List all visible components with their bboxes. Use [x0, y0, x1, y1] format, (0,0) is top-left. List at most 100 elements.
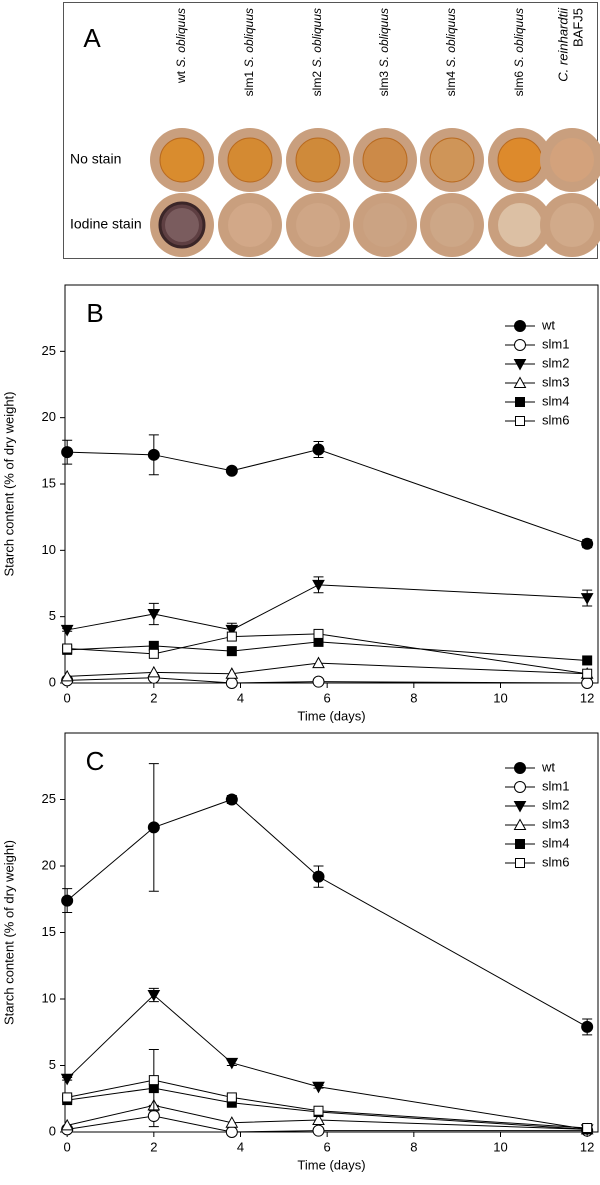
marker	[514, 320, 526, 332]
marker	[62, 1092, 73, 1103]
marker	[514, 762, 526, 774]
marker	[515, 397, 525, 407]
marker	[514, 781, 526, 793]
x-tick-label: 8	[410, 690, 417, 705]
y-tick-label: 20	[42, 857, 56, 872]
marker	[312, 656, 325, 669]
column-label: wt S. obliquus	[173, 8, 188, 84]
legend-label: slm1	[542, 336, 569, 351]
marker	[513, 801, 527, 813]
strain: slm2	[310, 71, 324, 97]
x-axis-label: Time (days)	[297, 1157, 365, 1172]
column-label: slm3 S. obliquus	[376, 8, 391, 96]
series-line	[67, 641, 588, 661]
panel-label: B	[86, 298, 103, 328]
y-tick-label: 25	[42, 791, 56, 806]
x-tick-label: 0	[64, 690, 71, 705]
x-tick-label: 10	[493, 690, 507, 705]
y-tick-label: 10	[42, 990, 56, 1005]
colony	[296, 203, 340, 247]
marker	[60, 1073, 74, 1086]
marker	[515, 839, 525, 849]
marker	[581, 537, 594, 550]
species: S. obliquus	[310, 8, 324, 67]
marker	[515, 416, 525, 426]
x-tick-label: 6	[324, 690, 331, 705]
colony	[227, 137, 273, 183]
y-tick-label: 5	[49, 1057, 56, 1072]
series-line	[67, 448, 588, 545]
marker	[225, 677, 238, 689]
legend-label: slm6	[542, 854, 569, 869]
marker	[226, 1092, 237, 1103]
species: S. obliquus	[242, 8, 256, 67]
x-tick-label: 6	[324, 1139, 331, 1154]
colony	[159, 137, 205, 183]
column-label: slm6 S. obliquus	[511, 8, 526, 96]
x-tick-label: 10	[493, 1139, 507, 1154]
species: S. obliquus	[174, 8, 188, 67]
y-axis-label: Starch content (% of dry weight)	[1, 392, 16, 577]
marker	[581, 1020, 594, 1033]
marker	[515, 858, 525, 868]
legend-label: slm4	[542, 393, 569, 408]
series-line	[67, 662, 588, 677]
marker	[582, 668, 593, 679]
y-tick-label: 0	[49, 674, 56, 689]
marker	[62, 643, 73, 654]
x-tick-label: 12	[580, 1139, 594, 1154]
y-tick-label: 15	[42, 475, 56, 490]
y-tick-label: 20	[42, 409, 56, 424]
column-label: slm2 S. obliquus	[309, 8, 324, 96]
row-label: No stain	[70, 151, 121, 167]
x-tick-label: 4	[237, 690, 244, 705]
marker	[225, 1057, 239, 1070]
y-tick-label: 0	[49, 1123, 56, 1138]
legend-label: slm3	[542, 816, 569, 831]
colony	[362, 137, 408, 183]
colony	[497, 137, 543, 183]
marker	[147, 1110, 160, 1123]
marker	[582, 655, 593, 666]
series-line	[66, 798, 588, 1028]
y-tick-label: 15	[42, 924, 56, 939]
x-tick-label: 12	[580, 690, 594, 705]
marker	[225, 793, 238, 806]
marker	[312, 870, 325, 883]
marker	[580, 593, 594, 605]
species: S. obliquus	[444, 8, 458, 67]
marker	[225, 464, 238, 477]
marker	[513, 818, 527, 830]
legend-label: slm1	[542, 778, 569, 793]
strain: slm4	[444, 71, 458, 97]
marker	[60, 1118, 74, 1131]
series-line	[66, 994, 588, 1130]
row-label: Iodine stain	[70, 216, 142, 232]
colony	[363, 203, 407, 247]
marker	[147, 448, 160, 461]
marker	[148, 648, 159, 659]
y-tick-label: 10	[42, 542, 56, 557]
marker	[312, 1113, 325, 1126]
marker	[147, 609, 161, 621]
marker	[147, 821, 160, 834]
x-axis-label: Time (days)	[297, 708, 365, 723]
marker	[313, 628, 324, 639]
series-line	[67, 584, 588, 631]
marker	[513, 359, 527, 371]
colony	[295, 137, 341, 183]
marker	[312, 675, 325, 688]
marker	[225, 1126, 238, 1138]
legend-label: wt	[541, 759, 555, 774]
column-label: C. reinhardtii	[555, 7, 570, 82]
marker	[225, 1116, 239, 1128]
marker	[582, 1123, 593, 1134]
marker	[312, 579, 325, 592]
marker	[514, 339, 526, 351]
marker	[513, 376, 527, 388]
colony	[498, 203, 542, 247]
colony	[429, 137, 475, 183]
panel-label: C	[86, 746, 105, 776]
series-line	[67, 633, 588, 675]
